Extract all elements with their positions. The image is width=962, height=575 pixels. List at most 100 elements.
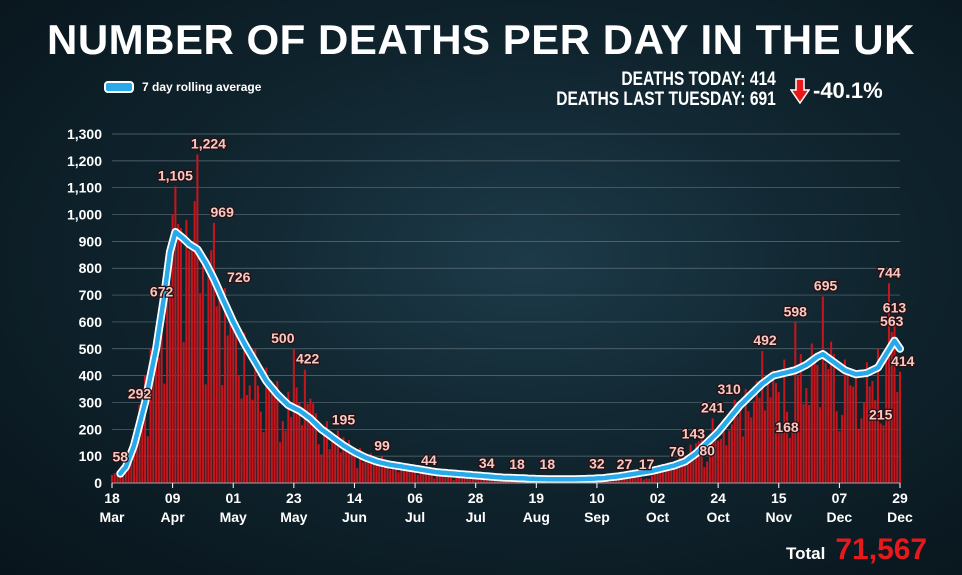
x-tick-day: 07: [832, 490, 848, 506]
y-tick-label: 1,000: [67, 207, 102, 223]
daily-deaths-bar: [207, 273, 210, 483]
daily-deaths-bar: [750, 417, 753, 483]
daily-deaths-bar: [805, 388, 808, 483]
data-label: 310: [717, 381, 741, 397]
daily-deaths-bar: [700, 434, 703, 483]
daily-deaths-bar: [441, 476, 444, 483]
total-value: 71,567: [835, 533, 928, 566]
data-label: 969: [211, 204, 235, 220]
x-tick-month: Dec: [887, 509, 913, 525]
daily-deaths-bar: [722, 429, 725, 483]
daily-deaths-bar: [328, 449, 331, 483]
data-label: 241: [701, 399, 725, 415]
daily-deaths-bar: [392, 461, 395, 483]
daily-deaths-bar: [675, 465, 678, 483]
x-tick-day: 14: [347, 490, 363, 506]
daily-deaths-bar: [678, 456, 681, 483]
daily-deaths-bar: [361, 462, 364, 483]
rolling-average-line: [118, 229, 903, 482]
y-tick-label: 200: [79, 421, 103, 437]
daily-deaths-bar: [788, 437, 791, 483]
data-label: 18: [509, 456, 525, 472]
daily-deaths-bar: [449, 477, 452, 483]
x-tick-month: Sep: [584, 509, 610, 525]
data-label: 414: [891, 353, 915, 369]
daily-deaths-bar: [345, 445, 348, 483]
daily-deaths-bar: [617, 478, 620, 483]
y-tick-label: 1,100: [67, 180, 102, 196]
daily-deaths-bar: [405, 468, 408, 483]
daily-deaths-bar: [780, 432, 783, 483]
data-label: 292: [128, 386, 152, 402]
daily-deaths-bar: [493, 480, 497, 483]
daily-deaths-bar: [783, 359, 786, 483]
daily-deaths-bar: [369, 453, 373, 483]
daily-deaths-bar: [832, 354, 835, 483]
daily-deaths-bar: [730, 424, 733, 483]
daily-deaths-bar: [634, 473, 637, 483]
daily-deaths-bar: [353, 451, 356, 483]
daily-deaths-bar: [474, 479, 477, 483]
daily-deaths-bar: [364, 457, 367, 483]
daily-deaths-bar: [325, 421, 328, 483]
daily-deaths-bar: [728, 430, 731, 483]
daily-deaths-bar: [221, 384, 224, 483]
daily-deaths-bar: [648, 478, 651, 483]
daily-deaths-bar: [626, 479, 629, 483]
daily-deaths-bar: [309, 398, 312, 483]
daily-deaths-bar: [259, 411, 262, 483]
x-tick-day: 06: [407, 490, 423, 506]
daily-deaths-bar: [279, 442, 282, 483]
daily-deaths-bar: [841, 414, 844, 483]
daily-deaths-bar: [199, 293, 202, 483]
daily-deaths-bar: [769, 397, 772, 483]
x-tick-month: Nov: [766, 509, 793, 525]
daily-deaths-bar: [342, 437, 345, 483]
daily-deaths-bar: [383, 463, 386, 483]
daily-deaths-bar: [245, 394, 249, 483]
daily-deaths-bar: [281, 421, 284, 483]
daily-deaths-bar: [813, 356, 816, 483]
daily-deaths-bar: [802, 404, 805, 483]
x-tick-month: Oct: [646, 509, 670, 525]
data-label: 422: [296, 351, 320, 367]
y-tick-label: 900: [79, 233, 103, 249]
daily-deaths-bar: [110, 474, 114, 483]
daily-deaths-bar: [758, 397, 761, 483]
daily-deaths-bar: [890, 331, 893, 483]
daily-deaths-bar: [127, 458, 130, 483]
daily-deaths-bar: [193, 201, 196, 483]
daily-deaths-bar: [835, 411, 838, 483]
daily-deaths-bar: [268, 382, 271, 483]
daily-deaths-bar: [166, 254, 169, 483]
daily-deaths-bar: [292, 348, 295, 483]
daily-deaths-bar: [816, 364, 819, 483]
daily-deaths-bar: [251, 399, 254, 483]
daily-deaths-bar: [339, 452, 342, 483]
x-tick-day: 19: [529, 490, 545, 506]
daily-deaths-bar: [455, 477, 458, 483]
daily-deaths-bar: [411, 467, 414, 483]
daily-deaths-bar: [739, 401, 742, 483]
daily-deaths-bar: [706, 461, 709, 483]
legend-swatch-rolling-average: [104, 81, 134, 93]
daily-deaths-bar: [620, 478, 623, 483]
daily-deaths-bar: [331, 432, 334, 483]
data-label: 1,224: [191, 135, 226, 151]
daily-deaths-bar: [262, 431, 265, 483]
daily-deaths-bar: [177, 224, 180, 484]
daily-deaths-bar: [444, 474, 447, 483]
daily-deaths-bar: [717, 440, 720, 483]
daily-deaths-bar: [631, 474, 634, 483]
daily-deaths-bar: [860, 418, 863, 483]
daily-deaths-bar: [312, 403, 315, 483]
daily-deaths-bar: [772, 370, 775, 483]
daily-deaths-bar: [898, 371, 902, 483]
data-label: 613: [883, 299, 907, 315]
daily-deaths-bar: [747, 411, 750, 483]
x-tick-day: 18: [104, 490, 120, 506]
daily-deaths-bar: [163, 383, 166, 483]
daily-deaths-bar: [144, 375, 147, 483]
data-label: 80: [699, 443, 715, 459]
daily-deaths-bar: [460, 475, 463, 483]
